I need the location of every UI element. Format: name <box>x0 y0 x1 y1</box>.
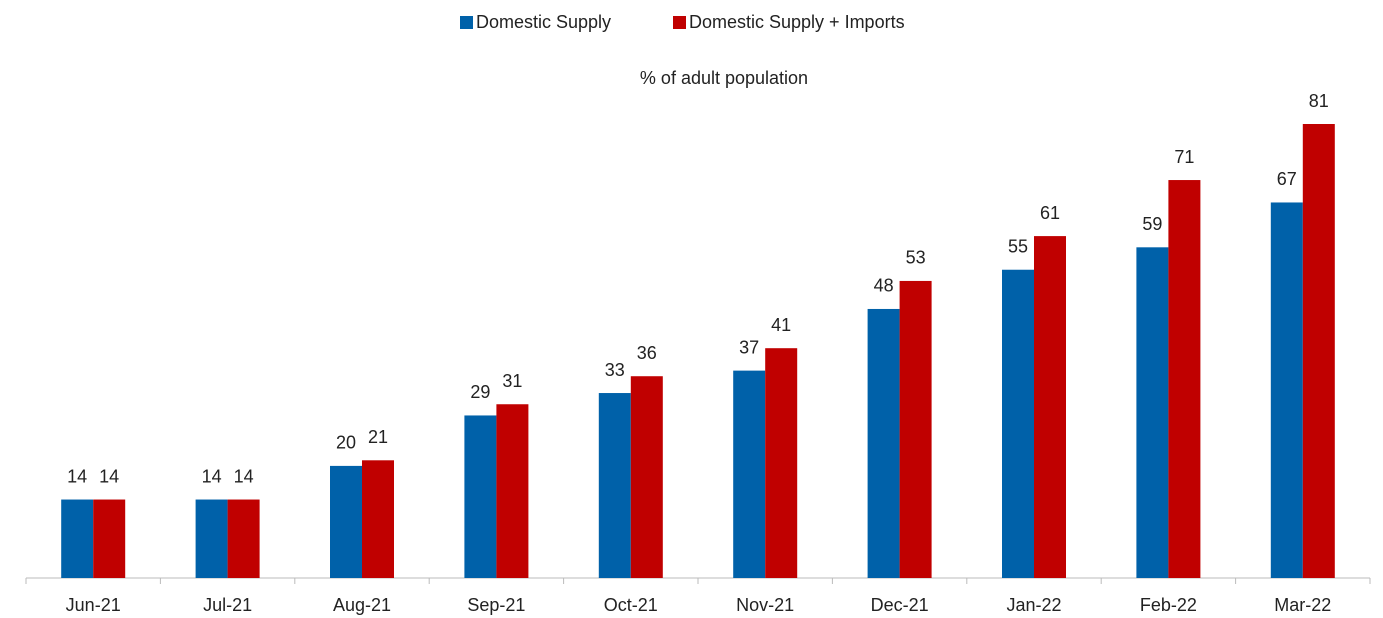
data-label: 71 <box>1174 147 1194 167</box>
data-label: 61 <box>1040 203 1060 223</box>
data-label: 37 <box>739 337 759 357</box>
data-label: 20 <box>336 433 356 453</box>
bar <box>867 308 900 578</box>
data-label: 41 <box>771 315 791 335</box>
data-label: 14 <box>234 466 254 486</box>
data-label: 33 <box>605 360 625 380</box>
bar <box>765 348 798 578</box>
data-label: 14 <box>202 466 222 486</box>
data-label: 21 <box>368 427 388 447</box>
data-label: 31 <box>502 371 522 391</box>
data-label: 81 <box>1309 91 1329 111</box>
data-label: 67 <box>1277 169 1297 189</box>
bar <box>1002 269 1034 578</box>
bar <box>1168 180 1201 578</box>
bar <box>362 460 394 578</box>
bar <box>93 499 126 578</box>
legend-label: Domestic Supply + Imports <box>689 12 905 32</box>
chart-subtitle: % of adult population <box>640 68 808 88</box>
bar <box>630 376 663 578</box>
data-label: 53 <box>906 248 926 268</box>
bar <box>61 499 94 578</box>
data-label: 55 <box>1008 236 1028 256</box>
bar <box>598 393 631 578</box>
data-label: 29 <box>470 382 490 402</box>
bar <box>1270 202 1303 579</box>
x-tick-label: Nov-21 <box>736 595 794 615</box>
legend-swatch <box>460 16 473 29</box>
bar <box>733 370 766 578</box>
x-tick-label: Jul-21 <box>203 595 252 615</box>
bar <box>330 465 362 578</box>
x-tick-label: Sep-21 <box>467 595 525 615</box>
bar <box>899 280 932 578</box>
data-label: 48 <box>874 276 894 296</box>
data-label: 59 <box>1142 214 1162 234</box>
bar <box>464 415 497 578</box>
data-label: 36 <box>637 343 657 363</box>
x-tick-label: Oct-21 <box>604 595 658 615</box>
bar <box>496 404 529 578</box>
bar <box>227 499 260 578</box>
bar <box>1034 236 1066 579</box>
data-label: 14 <box>99 466 119 486</box>
x-tick-label: Mar-22 <box>1274 595 1331 615</box>
x-tick-label: Aug-21 <box>333 595 391 615</box>
data-label: 14 <box>67 466 87 486</box>
legend-label: Domestic Supply <box>476 12 611 32</box>
x-tick-label: Dec-21 <box>871 595 929 615</box>
bar <box>1302 124 1335 578</box>
bar <box>195 499 228 578</box>
x-tick-label: Jan-22 <box>1006 595 1061 615</box>
legend-swatch <box>673 16 686 29</box>
x-tick-label: Jun-21 <box>66 595 121 615</box>
x-tick-label: Feb-22 <box>1140 595 1197 615</box>
bar <box>1136 247 1169 578</box>
